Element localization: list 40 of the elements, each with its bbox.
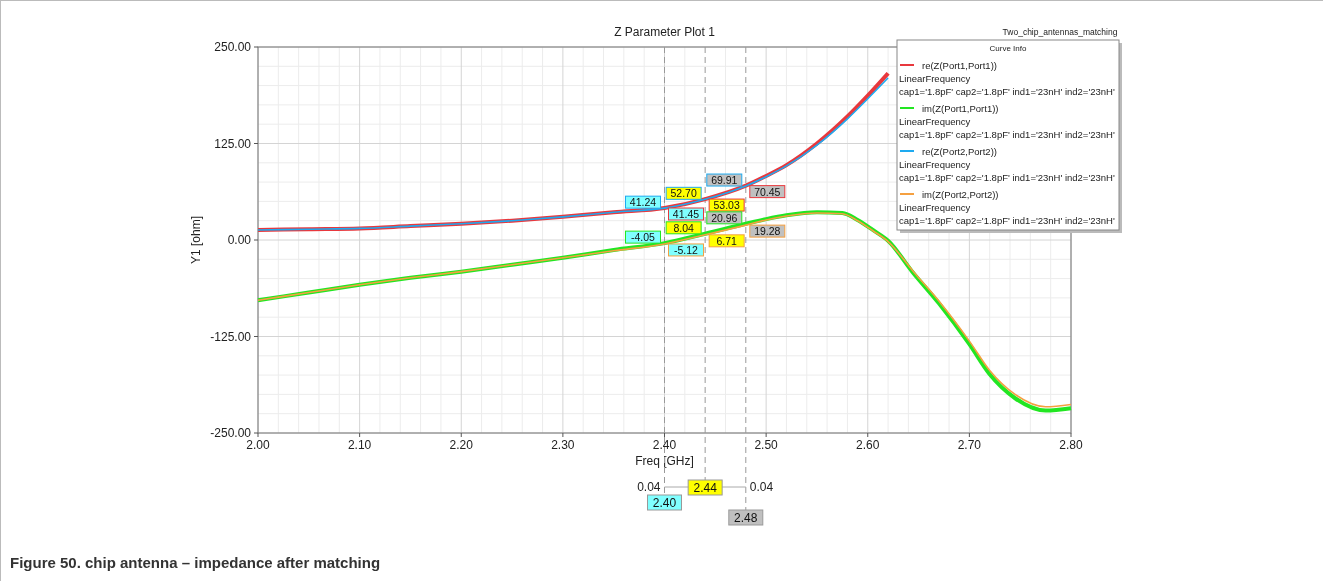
legend-title: Curve Info: [989, 44, 1027, 53]
x-tick-label: 2.50: [754, 438, 779, 452]
ref-line-label: 2.40: [652, 496, 677, 510]
annotation: 70.45: [754, 185, 781, 198]
annotation: 6.71: [716, 234, 738, 247]
chart-title: Z Parameter Plot 1: [614, 25, 716, 39]
x-tick-label: 2.30: [551, 438, 575, 452]
annotation: 53.03: [713, 199, 740, 212]
x-tick-label: 2.00: [246, 438, 270, 452]
annotation: 52.70: [670, 187, 697, 200]
text: 0.04: [637, 480, 661, 494]
x-tick-label: 2.20: [449, 438, 474, 452]
legend-label: im(Z(Port2,Port2)) LinearFrequency cap1='1.8pF' cap2='1.8pF' ind1='23nH' ind2='23nH': [899, 189, 1115, 226]
ref-line-label: 2.44: [693, 481, 718, 495]
annotation: 69.91: [711, 174, 738, 187]
y-tick-label: 125.00: [214, 136, 252, 151]
legend-label: re(Z(Port2,Port2)) LinearFrequency cap1='1.8pF' cap2='1.8pF' ind1='23nH' ind2='23nH': [899, 146, 1115, 183]
annotation: 41.45: [672, 208, 700, 220]
y-tick-label: -250.00: [210, 426, 252, 440]
y-axis-title: Y1 [ohm]: [189, 215, 203, 265]
legend-label: im(Z(Port1,Port1)) LinearFrequency cap1='1.8pF' cap2='1.8pF' ind1='23nH' ind2='23nH': [899, 103, 1115, 140]
annotation: 41.24: [629, 196, 657, 209]
text: Two_chip_antennas_matching: [1002, 27, 1118, 37]
x-tick-label: 2.40: [652, 438, 677, 452]
caption: Figure 50. chip antenna – impedance after matching: [10, 554, 381, 571]
annotation: 8.04: [673, 221, 695, 234]
legend-label: re(Z(Port1,Port1)) LinearFrequency cap1='1.8pF' cap2='1.8pF' ind1='23nH' ind2='23nH': [899, 60, 1115, 97]
annotation: -5.12: [674, 243, 699, 256]
x-tick-label: 2.60: [856, 438, 880, 452]
ref-line-label: 2.48: [734, 511, 758, 525]
y-tick-label: -125.00: [210, 329, 252, 344]
y-tick-label: 0.00: [227, 233, 252, 247]
text: 0.04: [749, 480, 774, 494]
x-tick-label: 2.10: [347, 438, 372, 452]
annotation: 20.96: [711, 211, 738, 224]
annotation: 19.28: [754, 225, 781, 238]
x-tick-label: 2.70: [957, 438, 982, 452]
annotation: -4.05: [631, 231, 656, 244]
y-tick-label: 250.00: [214, 40, 252, 54]
x-tick-label: 2.80: [1059, 438, 1083, 452]
